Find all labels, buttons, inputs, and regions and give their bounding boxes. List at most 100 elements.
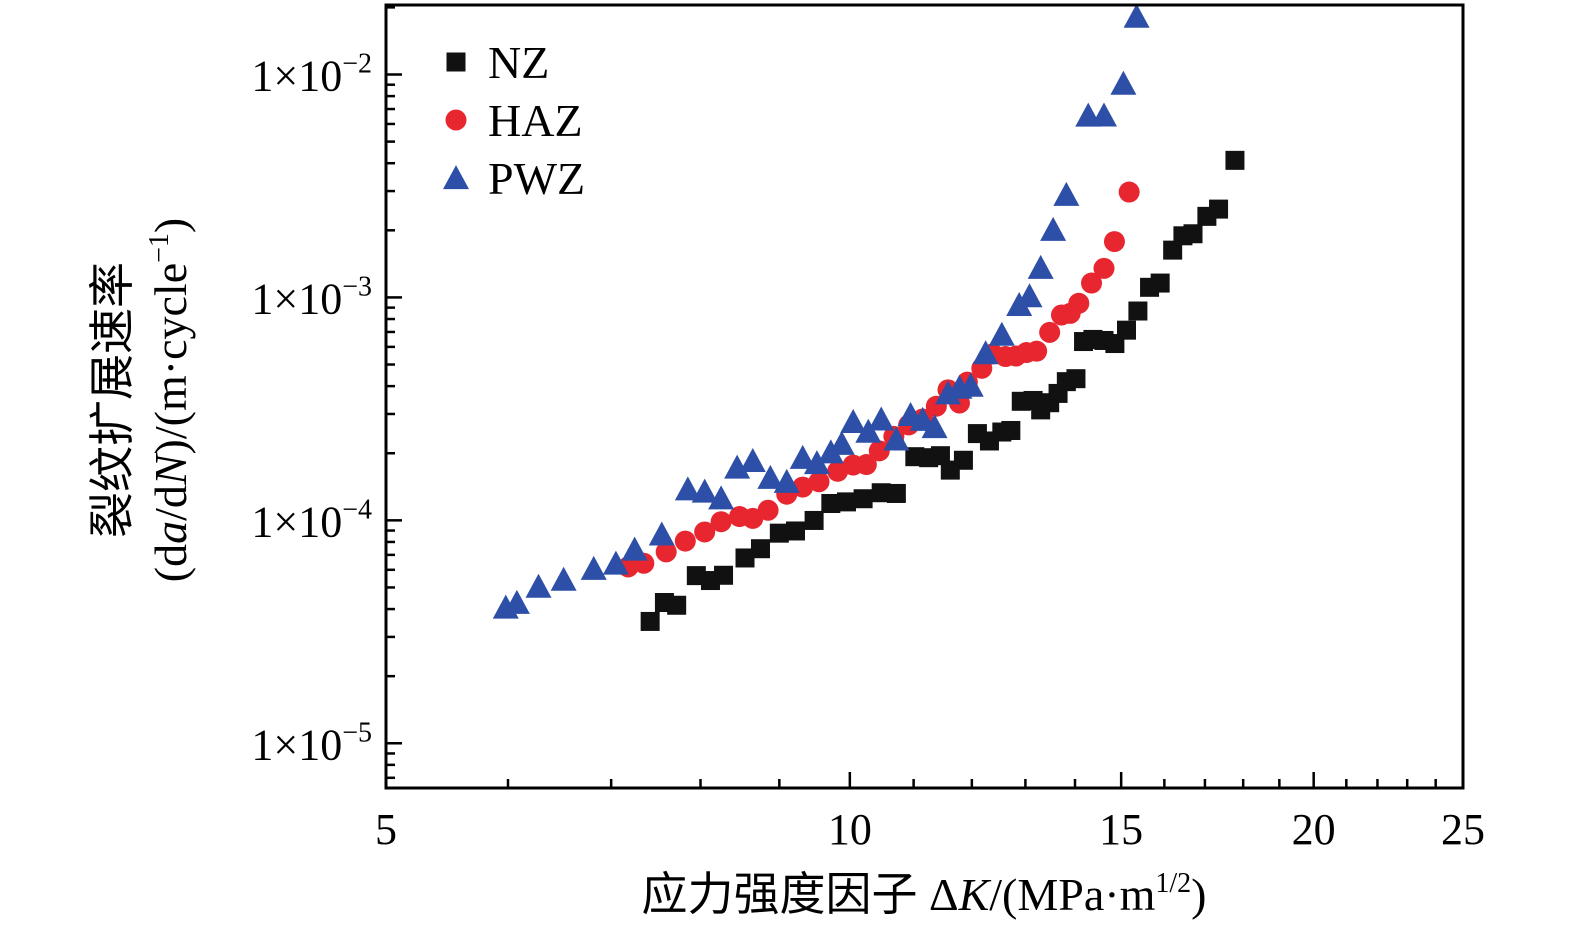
y-tick-label: 1×10−2: [251, 48, 372, 100]
data-point-pwz: [1027, 254, 1054, 279]
y-tick-labels: 1×10−5 1×10−4 1×10−3 1×10−2: [251, 48, 372, 769]
x-tick-label: 5: [375, 805, 397, 854]
legend-marker-nz: [446, 52, 466, 72]
data-point-nz: [1209, 199, 1229, 219]
data-point-nz: [886, 483, 906, 503]
y-axis-title: 裂纹扩展速率 (da/dN)/(m·cycle−1): [87, 218, 196, 582]
y-axis-title-line1: 裂纹扩展速率: [87, 262, 138, 538]
data-point-haz: [1068, 292, 1090, 314]
data-point-haz: [655, 541, 677, 563]
data-point-pwz: [739, 448, 766, 473]
data-point-haz: [855, 454, 877, 476]
data-point-nz: [785, 521, 805, 541]
x-tick-label: 15: [1099, 805, 1143, 854]
data-point-nz: [667, 595, 687, 615]
data-point-nz: [640, 611, 660, 631]
data-point-nz: [836, 492, 856, 512]
data-point-nz: [930, 446, 950, 466]
data-point-pwz: [1110, 70, 1137, 95]
data-point-pwz: [1123, 3, 1150, 28]
data-point-pwz: [921, 414, 948, 439]
data-point-nz: [804, 510, 824, 530]
data-point-pwz: [503, 589, 530, 614]
data-point-nz: [1183, 224, 1203, 244]
data-point-pwz: [648, 521, 675, 546]
data-point-nz: [821, 494, 841, 514]
data-point-haz: [674, 530, 696, 552]
data-point-pwz: [855, 418, 882, 443]
x-axis-title: 应力强度因子 ΔK/(MPa·m1/2): [642, 868, 1207, 920]
data-point-haz: [1039, 321, 1061, 343]
data-point-nz: [750, 539, 770, 559]
data-point-pwz: [988, 321, 1015, 346]
x-tick-label: 20: [1292, 805, 1336, 854]
data-point-pwz: [1090, 102, 1117, 127]
y-tick-label: 1×10−3: [251, 271, 372, 323]
y-tick-label: 1×10−5: [251, 717, 372, 769]
series-layer: [492, 3, 1245, 631]
data-point-nz: [1163, 240, 1183, 260]
data-point-haz: [1118, 181, 1140, 203]
data-point-pwz: [621, 536, 648, 561]
data-point-pwz: [691, 478, 718, 503]
data-point-pwz: [708, 485, 735, 510]
data-point-pwz: [525, 573, 552, 598]
data-point-pwz: [773, 468, 800, 493]
data-point-nz: [1150, 273, 1170, 293]
data-point-pwz: [724, 454, 751, 479]
data-point-pwz: [972, 340, 999, 365]
data-point-pwz: [757, 464, 784, 489]
data-point-nz: [769, 523, 789, 543]
x-tick-labels: 5 10 15 20 25: [375, 805, 1485, 854]
data-point-haz: [1103, 231, 1125, 253]
data-point-pwz: [803, 450, 830, 475]
legend-label-pwz: PWZ: [488, 153, 585, 204]
data-point-pwz: [883, 426, 910, 451]
data-point-haz: [710, 511, 732, 533]
data-point-haz: [1026, 340, 1048, 362]
data-point-nz: [1066, 369, 1086, 389]
data-point-haz: [808, 471, 830, 493]
data-point-nz: [1116, 320, 1136, 340]
data-point-nz: [1225, 150, 1245, 170]
data-point-haz: [694, 521, 716, 543]
data-point-haz: [1093, 257, 1115, 279]
data-point-haz: [1081, 272, 1103, 294]
data-point-pwz: [550, 566, 577, 591]
series-pwz: [492, 3, 1150, 619]
data-point-pwz: [1053, 181, 1080, 206]
data-point-pwz: [1040, 216, 1067, 241]
data-point-haz: [757, 499, 779, 521]
data-point-pwz: [957, 372, 984, 397]
legend-marker-pwz: [443, 165, 469, 190]
data-point-pwz: [674, 476, 701, 501]
legend-marker-haz: [445, 109, 467, 131]
data-point-nz: [735, 548, 755, 568]
data-point-nz: [871, 483, 891, 503]
data-point-pwz: [868, 406, 895, 431]
legend-label-haz: HAZ: [488, 95, 583, 146]
data-point-haz: [868, 440, 890, 462]
data-point-pwz: [789, 444, 816, 469]
data-point-pwz: [1016, 283, 1043, 308]
series-nz: [640, 150, 1245, 631]
x-tick-label: 10: [828, 805, 872, 854]
data-point-pwz: [840, 408, 867, 433]
data-point-nz: [853, 489, 873, 509]
legend-label-nz: NZ: [488, 37, 549, 88]
data-point-nz: [953, 450, 973, 470]
y-axis-title-line2: (da/dN)/(m·cycle−1): [144, 218, 196, 582]
data-point-nz: [1001, 420, 1021, 440]
series-haz: [617, 181, 1140, 578]
y-tick-label: 1×10−4: [251, 494, 372, 546]
plot-area-frame: [384, 3, 1465, 790]
data-point-pwz: [828, 430, 855, 455]
legend: NZ HAZ PWZ: [443, 37, 585, 204]
x-tick-label: 25: [1441, 805, 1485, 854]
data-point-pwz: [580, 555, 607, 580]
data-point-nz: [1128, 301, 1148, 321]
data-point-pwz: [602, 550, 629, 575]
data-point-nz: [714, 565, 734, 585]
